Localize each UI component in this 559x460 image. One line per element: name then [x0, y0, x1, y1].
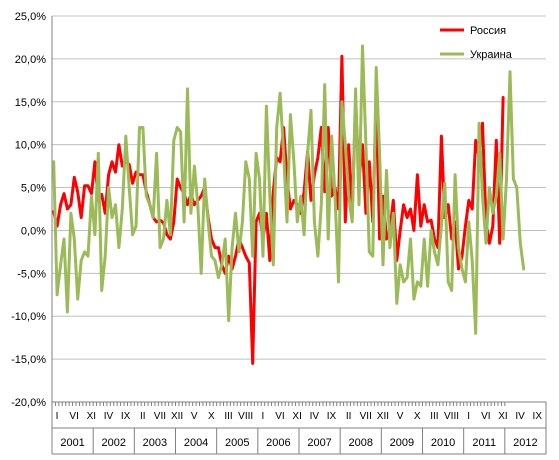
legend: Россия Украина — [440, 25, 513, 61]
month-label: VIII — [444, 411, 459, 422]
year-label: 2009 — [390, 437, 414, 449]
month-label: V — [191, 411, 198, 422]
y-tick-label: -5,0% — [17, 268, 46, 280]
month-label: IV — [104, 411, 114, 422]
year-label: 2005 — [225, 437, 249, 449]
y-tick-label: 10,0% — [15, 140, 46, 152]
month-label: I — [261, 411, 264, 422]
month-label: VII — [360, 411, 372, 422]
series-layer — [52, 44, 526, 365]
year-label: 2003 — [143, 437, 167, 449]
month-label: I — [56, 411, 59, 422]
y-tick-label: -20,0% — [11, 397, 46, 409]
month-label: III — [224, 411, 232, 422]
month-label: III — [430, 411, 438, 422]
y-tick-label: 15,0% — [15, 97, 46, 109]
year-label: 2008 — [349, 437, 373, 449]
month-label: X — [414, 411, 421, 422]
series-line-ukraine — [52, 44, 526, 335]
month-label: IV — [515, 411, 525, 422]
year-label: 2001 — [60, 437, 84, 449]
year-label: 2007 — [307, 437, 331, 449]
month-label: VI — [481, 411, 490, 422]
year-label: 2006 — [266, 437, 290, 449]
y-tick-label: 0,0% — [21, 225, 46, 237]
month-label: X — [208, 411, 215, 422]
month-label: I — [467, 411, 470, 422]
legend-label: Россия — [470, 25, 506, 37]
month-label: IX — [327, 411, 337, 422]
y-tick-label: 20,0% — [15, 54, 46, 66]
x-axis: I VI XI IV IX II VII XII V X III VIII I VI XI IV IX II VII… — [51, 401, 547, 455]
month-label: XI — [498, 411, 507, 422]
month-label: IX — [533, 411, 543, 422]
month-label: VIII — [238, 411, 253, 422]
month-label: XI — [87, 411, 96, 422]
month-label: VI — [69, 411, 78, 422]
month-label: IV — [310, 411, 320, 422]
month-label: VI — [275, 411, 284, 422]
month-label: XII — [171, 411, 183, 422]
year-label: 2002 — [102, 437, 126, 449]
month-label: XI — [292, 411, 301, 422]
month-label: VII — [154, 411, 166, 422]
grid-lines — [52, 15, 546, 403]
month-label: IX — [121, 411, 131, 422]
y-tick-label: -15,0% — [11, 354, 46, 366]
legend-label: Украина — [470, 49, 513, 61]
year-label: 2004 — [184, 437, 208, 449]
y-tick-label: 25,0% — [15, 11, 46, 23]
year-label: 2012 — [513, 437, 537, 449]
month-label: XII — [377, 411, 389, 422]
month-label: II — [346, 411, 352, 422]
year-label: 2010 — [431, 437, 455, 449]
y-axis: -20,0% -15,0% -10,0% -5,0% 0,0% 5,0% 10,0% 15,0… — [11, 11, 53, 454]
month-label: V — [397, 411, 404, 422]
y-tick-label: -10,0% — [11, 311, 46, 323]
month-label: II — [140, 411, 146, 422]
y-tick-label: 5,0% — [21, 183, 46, 195]
year-label: 2011 — [472, 437, 496, 449]
